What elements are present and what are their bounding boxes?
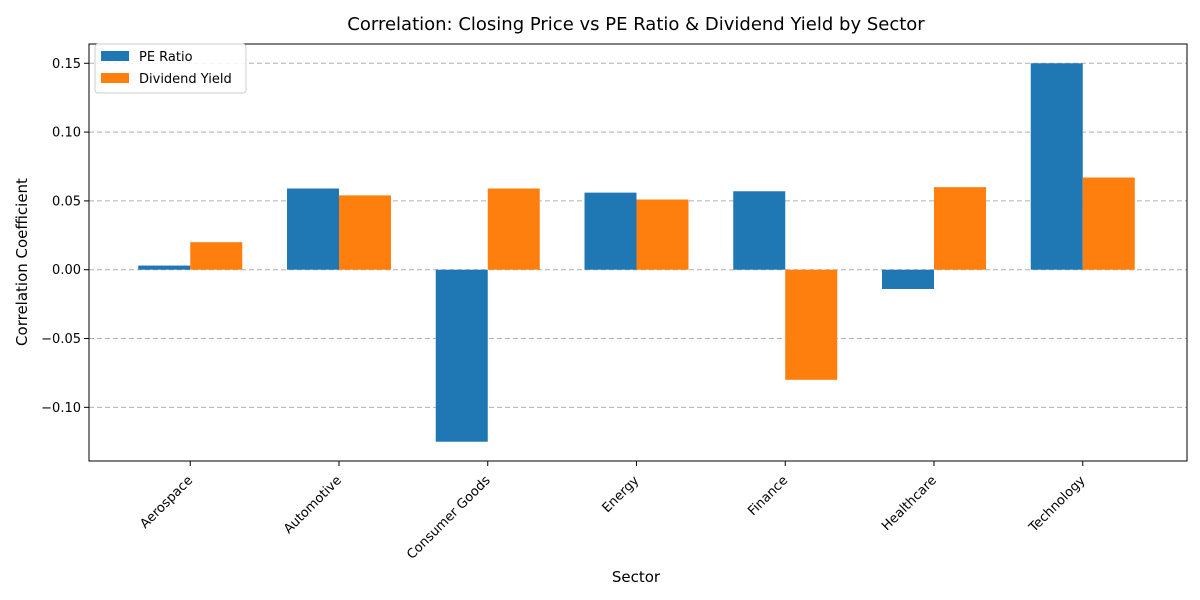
bar-pe-ratio[interactable] [882,269,934,289]
legend[interactable]: PE Ratio Dividend Yield [94,43,247,94]
x-tick-label: Technology [1026,473,1089,536]
bar-pe-ratio[interactable] [584,192,637,270]
bar-dividend-yield[interactable] [785,269,838,380]
bar-dividend-yield[interactable] [339,195,391,270]
legend-label: Dividend Yield [139,72,232,87]
y-tick-label: 0.05 [52,194,81,209]
y-tick-label: −0.10 [41,401,81,416]
chart-title: Correlation: Closing Price vs PE Ratio &… [347,14,925,35]
bar-pe-ratio[interactable] [733,191,786,270]
y-tick-label: 0.10 [52,126,81,141]
y-axis-label: Correlation Coefficient [13,178,31,346]
plot-frame [88,43,1188,462]
x-axis-label: Sector [612,568,661,586]
y-tick-label: 0.00 [52,263,81,278]
x-axis: Aerospace Automotive Consumer Goods Energy F… [138,461,1089,563]
x-tick-label: Energy [600,473,643,516]
bar-dividend-yield[interactable] [190,242,243,270]
x-tick-label: Finance [745,473,791,519]
bar-pe-ratio[interactable] [1030,63,1083,270]
bar-dividend-yield[interactable] [934,187,986,270]
bar-dividend-yield[interactable] [1082,177,1135,270]
legend-box [94,43,247,94]
bar-dividend-yield[interactable] [636,199,689,270]
y-tick-label: −0.05 [41,332,81,347]
x-tick-label: Healthcare [879,473,940,534]
bar-pe-ratio[interactable] [287,188,339,270]
x-tick-label: Automotive [281,473,345,537]
y-tick-label: 0.15 [52,57,81,72]
x-tick-label: Aerospace [138,473,197,532]
legend-label: PE Ratio [139,50,193,65]
bar-pe-ratio[interactable] [138,265,191,270]
bar-dividend-yield[interactable] [487,188,540,270]
legend-swatch [101,51,129,61]
x-tick-label: Consumer Goods [404,473,494,563]
bar-pe-ratio[interactable] [435,269,488,442]
y-axis: −0.10 −0.05 0.00 0.05 0.10 0.15 [41,57,89,416]
bars [138,63,1135,442]
legend-swatch [101,73,129,83]
